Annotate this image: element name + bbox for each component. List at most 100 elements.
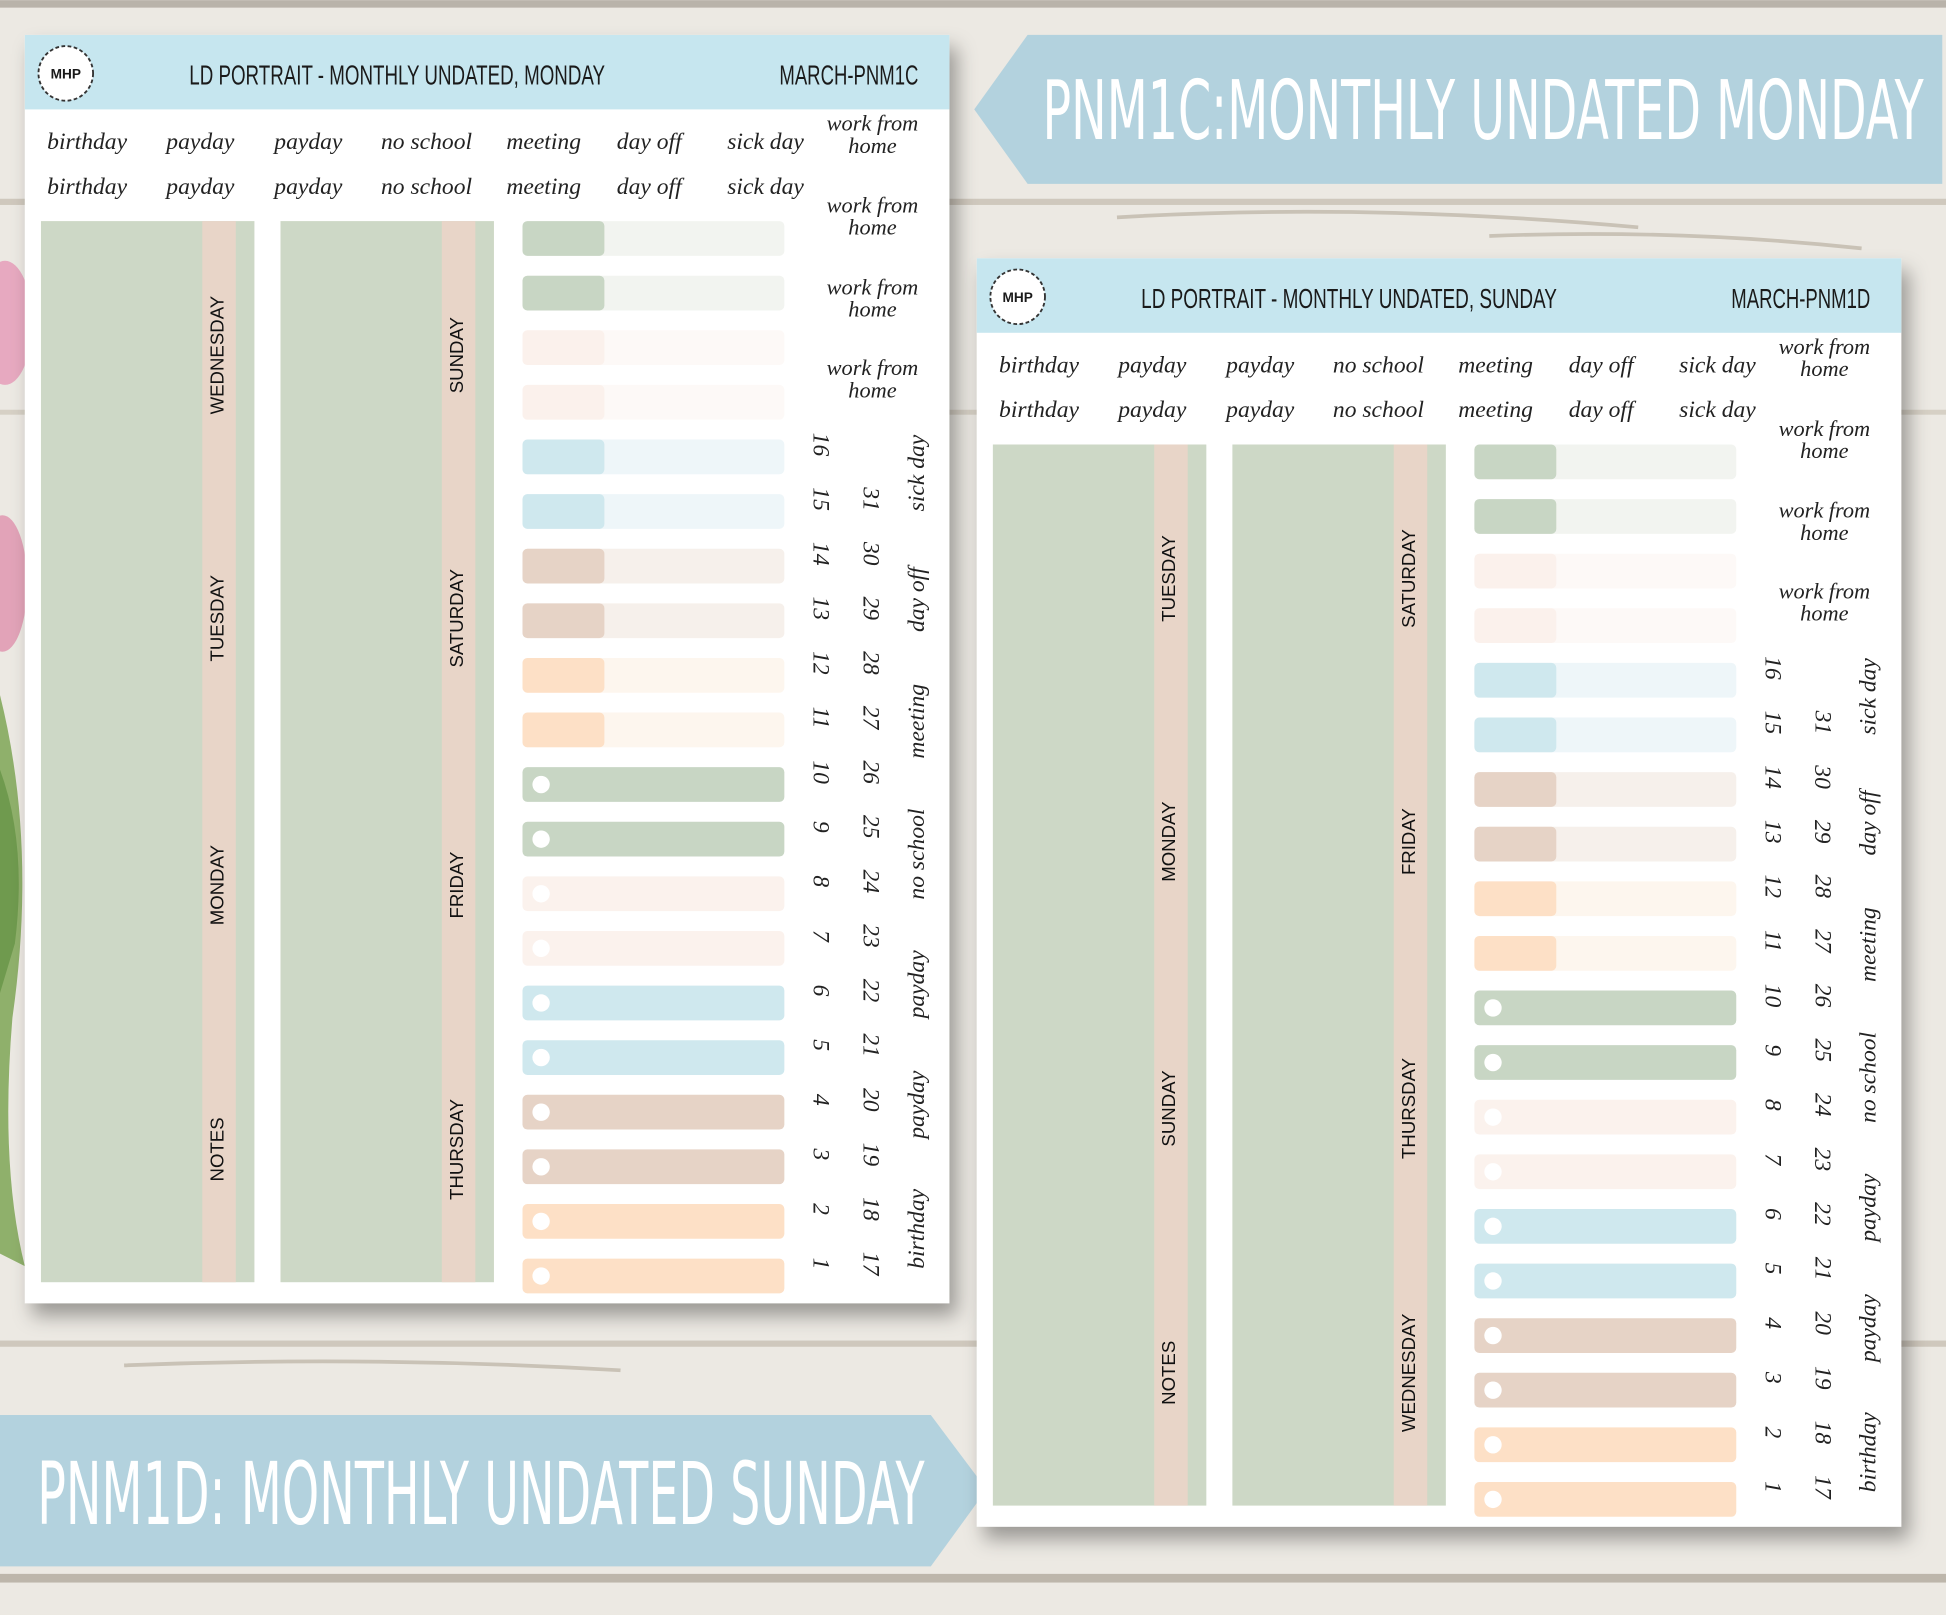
banner [0,1415,987,1567]
date-number: 2 [808,1203,834,1215]
bar-sticker [1474,1154,1737,1190]
date-number: 13 [1760,820,1786,844]
label-sticker: meeting [506,174,581,200]
day-label: THURSDAY [446,1099,467,1200]
bar-sticker [1474,1372,1737,1408]
date-number: 9 [1760,1044,1786,1056]
date-number: 25 [857,815,883,839]
label-sticker: payday [164,174,235,200]
date-number: 29 [857,597,883,621]
side-label: day off [1856,787,1882,855]
day-label: WEDNESDAY [1398,1314,1419,1433]
bar-sticker-tab [522,494,605,529]
date-number: 5 [808,1039,834,1051]
bar-sticker [522,1204,785,1239]
label-sticker: sick day [727,129,804,155]
work-from-home-sticker: work from [827,355,919,380]
label-sticker: payday [1116,353,1187,379]
work-from-home-sticker: work from [1779,416,1871,441]
work-from-home-sticker: home [848,377,896,402]
bar-dot [532,939,550,958]
bar-sticker-tab [1474,772,1557,807]
date-number: 21 [857,1033,883,1057]
bar-sticker [1474,1045,1737,1080]
date-number: 22 [857,979,883,1003]
work-from-home-sticker: work from [1779,498,1871,523]
label-sticker: birthday [999,397,1079,423]
label-sticker: day off [617,174,685,200]
day-label: NOTES [1158,1341,1179,1405]
date-number: 30 [857,541,883,566]
bar-dot [1484,1272,1502,1290]
date-number: 31 [857,486,883,511]
work-from-home-sticker: work from [827,274,919,299]
date-number: 21 [1809,1257,1835,1281]
bar-dot [1484,1326,1502,1345]
bar-sticker [522,767,785,802]
date-number: 15 [808,487,834,511]
logo: MHP [1003,290,1033,305]
side-label: meeting [1856,907,1882,982]
bar-sticker-tab [522,384,605,420]
date-number: 26 [857,760,883,784]
label-sticker: day off [1569,397,1637,423]
label-sticker: payday [272,129,343,155]
label-sticker: payday [164,129,235,155]
side-label: day off [904,564,930,632]
sticker-sheet: MHP LD PORTRAIT - MONTHLY UNDATED, MONDAY… [24,34,950,1304]
side-label: no school [904,808,930,899]
label-sticker: payday [1224,397,1295,423]
bar-sticker [522,876,785,912]
banner [974,34,1943,184]
bar-sticker-tab [1474,444,1557,480]
sheet-header [24,34,950,110]
date-number: 11 [1760,930,1786,952]
side-label: sick day [1856,658,1882,735]
date-number: 18 [857,1197,883,1221]
label-sticker: meeting [506,129,581,155]
side-label: sick day [904,434,930,511]
bar-sticker-tab [522,221,605,256]
day-label: NOTES [206,1117,227,1181]
date-number: 12 [1760,875,1786,899]
date-number: 25 [1809,1038,1835,1062]
date-number: 18 [1809,1421,1835,1445]
label-sticker: payday [272,174,343,200]
bar-sticker [1474,1099,1737,1135]
bar-sticker-tab [522,548,605,584]
work-from-home-sticker: work from [827,192,919,217]
bar-dot [1484,1163,1502,1181]
work-from-home-sticker: home [1800,356,1848,381]
bar-sticker-tab [522,603,605,639]
date-number: 7 [808,930,834,943]
work-from-home-sticker: work from [1779,334,1871,359]
label-sticker: sick day [1679,397,1756,423]
flowers [0,260,33,1267]
date-number: 31 [1809,710,1835,735]
bar-dot [1484,1490,1502,1509]
bar-sticker-tab [522,712,605,748]
date-number: 4 [808,1094,834,1106]
day-label: TUESDAY [206,575,227,662]
date-number: 1 [1760,1481,1786,1493]
bar-sticker [1474,990,1737,1026]
label-sticker: no school [381,174,472,200]
date-number: 14 [808,542,834,566]
bar-sticker-tab [522,330,605,366]
date-number: 29 [1809,820,1835,844]
day-label: SUNDAY [446,317,467,393]
date-number: 3 [808,1147,834,1160]
date-number: 22 [1809,1202,1835,1226]
bar-sticker-tab [1474,662,1557,698]
date-number: 14 [1760,765,1786,789]
date-number: 10 [1760,984,1786,1008]
bar-dot [532,830,550,848]
label-sticker: birthday [47,174,127,200]
date-number: 20 [1809,1311,1835,1335]
label-sticker: birthday [999,353,1079,379]
bar-dot [532,1267,550,1285]
date-number: 24 [857,870,883,894]
side-label: meeting [904,684,930,759]
work-from-home-sticker: home [848,297,896,322]
